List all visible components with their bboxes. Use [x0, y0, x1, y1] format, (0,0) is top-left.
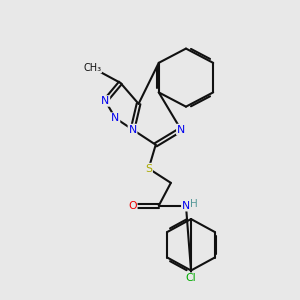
Text: O: O — [128, 201, 137, 211]
Text: Cl: Cl — [186, 273, 196, 283]
Text: H: H — [190, 199, 198, 209]
Text: N: N — [182, 201, 190, 211]
Text: N: N — [177, 124, 185, 134]
Text: S: S — [145, 164, 152, 174]
Text: N: N — [111, 113, 119, 123]
Text: N: N — [128, 124, 136, 134]
Text: CH₃: CH₃ — [83, 63, 101, 73]
Text: N: N — [101, 96, 110, 106]
